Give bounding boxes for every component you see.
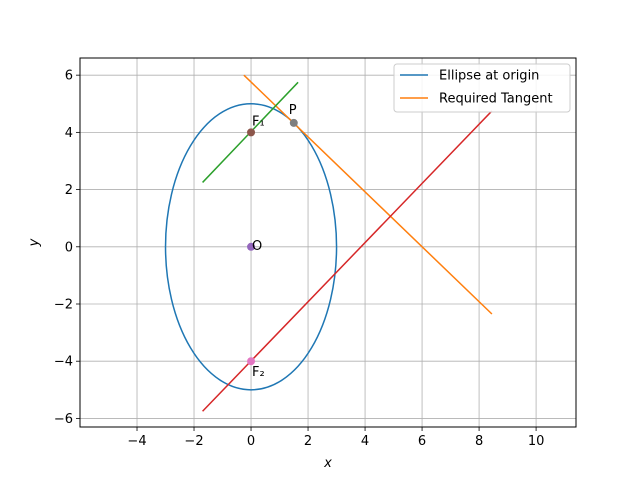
x-tick-label: 4 — [361, 434, 369, 449]
legend-box — [393, 63, 571, 113]
legend-label: Required Tangent — [439, 92, 553, 107]
x-axis-label: x — [323, 456, 332, 471]
series-line-3 — [202, 110, 493, 412]
x-tick-label: 2 — [304, 434, 312, 449]
x-tick-label: −2 — [184, 434, 203, 449]
y-tick-label: −2 — [54, 298, 73, 313]
point-label: F₂ — [252, 365, 265, 380]
series-ellipse — [164, 103, 338, 391]
point-marker — [247, 242, 256, 251]
y-tick-label: 0 — [65, 240, 73, 255]
points-layer: F₁ P O F₂ — [247, 103, 298, 380]
y-tick-label: 4 — [65, 126, 73, 141]
axis-ticks: −4 −2 0 2 4 6 8 10 −6 −4 −2 0 2 4 6 — [54, 69, 545, 449]
x-tick-label: 10 — [528, 434, 545, 449]
point-label: P — [289, 103, 297, 118]
x-tick-label: −4 — [127, 434, 146, 449]
series-line-1 — [243, 74, 493, 315]
y-tick-label: 6 — [65, 69, 73, 84]
y-tick-label: −4 — [54, 355, 73, 370]
x-tick-label: 6 — [418, 434, 426, 449]
point-marker — [289, 118, 298, 127]
legend-label: Ellipse at origin — [439, 69, 539, 84]
point-label: O — [252, 239, 262, 254]
x-tick-label: 0 — [247, 434, 255, 449]
plot-frame — [79, 57, 577, 428]
x-tick-label: 8 — [475, 434, 483, 449]
legend: Ellipse at origin Required Tangent — [393, 63, 571, 113]
y-axis-label: y — [27, 238, 42, 247]
point-label: F₁ — [252, 114, 265, 129]
grid-lines — [80, 58, 576, 427]
y-tick-label: −6 — [54, 412, 73, 427]
point-marker — [247, 128, 256, 137]
y-tick-label: 2 — [65, 183, 73, 198]
point-marker — [247, 357, 256, 366]
plot-area — [164, 74, 493, 412]
